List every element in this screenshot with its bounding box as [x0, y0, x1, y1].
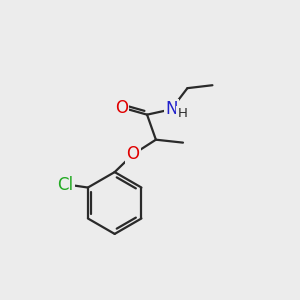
Text: N: N — [165, 100, 178, 118]
Text: O: O — [126, 146, 140, 164]
Text: H: H — [178, 107, 187, 120]
Text: O: O — [115, 99, 128, 117]
Text: Cl: Cl — [57, 176, 73, 194]
